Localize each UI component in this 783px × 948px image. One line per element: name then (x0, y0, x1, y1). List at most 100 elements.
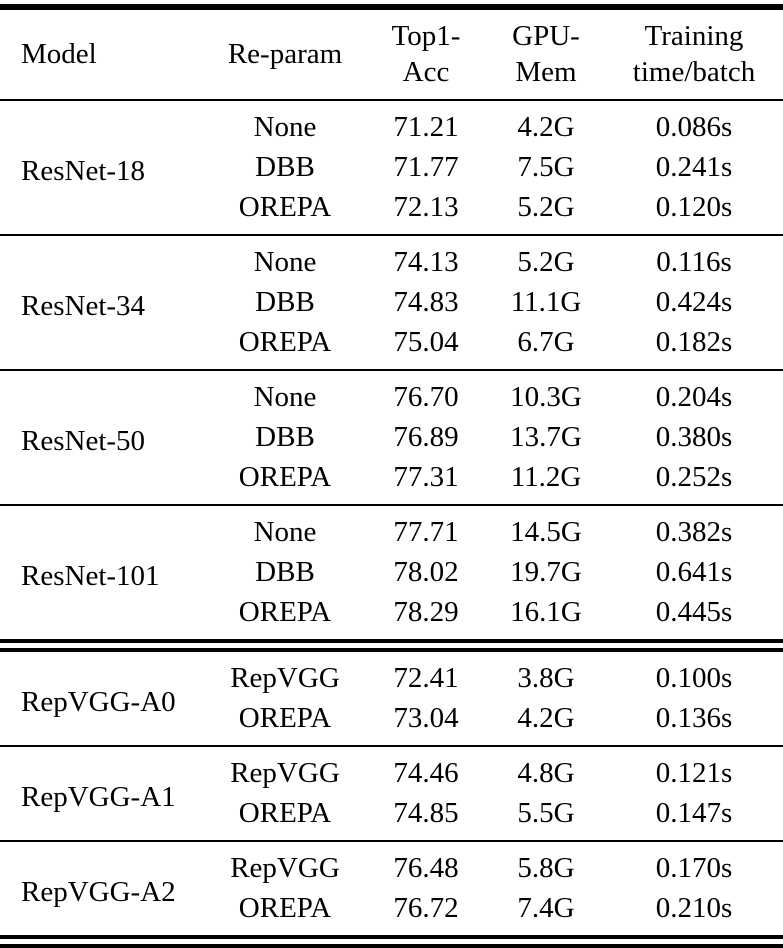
reparam-cell: DBB (255, 151, 315, 183)
gpumem-cell: 5.5G (517, 797, 575, 829)
top1-cell: 76.89 (393, 421, 459, 453)
group-resnet34: ResNet-34 None 74.13 5.2G 0.116s DBB 74.… (0, 235, 783, 370)
table-row: ResNet-101 None 77.71 14.5G 0.382s (0, 505, 783, 592)
reparam-cell: OREPA (238, 892, 332, 924)
model-name-cell: RepVGG-A2 (21, 875, 176, 908)
model-name-cell: ResNet-101 (21, 559, 160, 592)
table-row: OREPA 75.04 6.7G 0.182s (0, 322, 783, 370)
top1-cell: 74.13 (393, 246, 459, 278)
time-cell: 0.086s (655, 111, 733, 143)
table-header: Model Re-param Top1- Acc GPU- Mem Traini… (0, 10, 783, 100)
top1-cell: 71.77 (393, 151, 459, 183)
reparam-cell: DBB (255, 421, 315, 453)
top1-cell: 73.04 (393, 702, 459, 734)
group-repvgg-a0: RepVGG-A0 RepVGG 72.41 3.8G 0.100s OREPA… (0, 645, 783, 747)
table-row: RepVGG-A1 RepVGG 74.46 4.8G 0.121s (0, 746, 783, 813)
reparam-cell: RepVGG (230, 757, 340, 789)
group-resnet50: ResNet-50 None 76.70 10.3G 0.204s DBB 76… (0, 370, 783, 505)
time-cell: 0.445s (655, 596, 733, 628)
gpumem-cell: 4.2G (517, 111, 575, 143)
time-cell: 0.382s (655, 516, 733, 548)
gpumem-cell: 5.2G (517, 246, 575, 278)
gpumem-cell: 4.2G (517, 702, 575, 734)
reparam-cell: OREPA (238, 596, 332, 628)
gpumem-cell: 16.1G (510, 596, 582, 628)
top1-cell: 76.72 (393, 892, 459, 924)
top1-cell: 74.83 (393, 286, 459, 318)
reparam-cell: None (253, 111, 317, 143)
top1-cell: 78.02 (393, 556, 459, 588)
gpumem-cell: 7.5G (517, 151, 575, 183)
top1-cell: 74.46 (393, 757, 459, 789)
top1-cell: 72.13 (393, 191, 459, 223)
top1-cell: 71.21 (393, 111, 459, 143)
reparam-cell: None (253, 516, 317, 548)
gpumem-cell: 14.5G (510, 516, 582, 548)
top1-cell: 72.41 (393, 662, 459, 694)
time-cell: 0.120s (655, 191, 733, 223)
gpumem-cell: 11.1G (510, 286, 582, 318)
time-cell: 0.241s (655, 151, 733, 183)
time-cell: 0.170s (655, 852, 733, 884)
table-row: OREPA 72.13 5.2G 0.120s (0, 187, 783, 235)
time-cell: 0.182s (655, 326, 733, 358)
top1-cell: 76.70 (393, 381, 459, 413)
col-header-time: Training time/batch (632, 20, 756, 88)
results-table: Model Re-param Top1- Acc GPU- Mem Traini… (0, 10, 783, 935)
gpumem-cell: 7.4G (517, 892, 575, 924)
reparam-cell: OREPA (238, 797, 332, 829)
reparam-cell: DBB (255, 556, 315, 588)
model-name-cell: ResNet-50 (21, 424, 146, 457)
reparam-cell: None (253, 381, 317, 413)
model-name-cell: RepVGG-A1 (21, 780, 176, 813)
header-row: Model Re-param Top1- Acc GPU- Mem Traini… (0, 10, 783, 100)
top1-cell: 75.04 (393, 326, 459, 358)
reparam-cell: None (253, 246, 317, 278)
gpumem-cell: 6.7G (517, 326, 575, 358)
time-cell: 0.136s (655, 702, 733, 734)
gpumem-cell: 3.8G (517, 662, 575, 694)
gpumem-cell: 13.7G (510, 421, 582, 453)
table-row: DBB 76.89 13.7G 0.380s (0, 417, 783, 457)
time-cell: 0.380s (655, 421, 733, 453)
group-repvgg-a2: RepVGG-A2 RepVGG 76.48 5.8G 0.170s OREPA… (0, 841, 783, 935)
reparam-cell: DBB (255, 286, 315, 318)
reparam-cell: OREPA (238, 191, 332, 223)
col-header-reparam: Re-param (227, 38, 343, 70)
top1-cell: 77.31 (393, 461, 459, 493)
model-name-cell: ResNet-34 (21, 289, 146, 322)
time-cell: 0.204s (655, 381, 733, 413)
model-name-cell: ResNet-18 (21, 154, 146, 187)
gpumem-cell: 5.8G (517, 852, 575, 884)
top1-cell: 77.71 (393, 516, 459, 548)
gpumem-cell: 19.7G (510, 556, 582, 588)
time-cell: 0.100s (655, 662, 733, 694)
model-name-cell: RepVGG-A0 (21, 685, 176, 718)
gpumem-cell: 10.3G (510, 381, 582, 413)
gpumem-cell: 11.2G (510, 461, 582, 493)
col-header-top1: Top1- Acc (391, 20, 461, 88)
group-repvgg-a1: RepVGG-A1 RepVGG 74.46 4.8G 0.121s OREPA… (0, 746, 783, 841)
time-cell: 0.424s (655, 286, 733, 318)
table-row: OREPA 73.04 4.2G 0.136s (0, 698, 783, 746)
table-row: ResNet-50 None 76.70 10.3G 0.204s (0, 370, 783, 457)
paper-page: Model Re-param Top1- Acc GPU- Mem Traini… (0, 4, 783, 948)
table-row: DBB 78.02 19.7G 0.641s (0, 552, 783, 592)
time-cell: 0.641s (655, 556, 733, 588)
table-row: OREPA 74.85 5.5G 0.147s (0, 793, 783, 841)
reparam-cell: OREPA (238, 461, 332, 493)
col-header-model: Model (21, 38, 97, 70)
time-cell: 0.121s (655, 757, 733, 789)
table-row: RepVGG-A0 RepVGG 72.41 3.8G 0.100s (0, 646, 783, 718)
time-cell: 0.116s (656, 246, 732, 278)
time-cell: 0.210s (655, 892, 733, 924)
group-resnet18: ResNet-18 None 71.21 4.2G 0.086s DBB 71.… (0, 100, 783, 235)
table-row: ResNet-34 None 74.13 5.2G 0.116s (0, 235, 783, 322)
gpumem-cell: 4.8G (517, 757, 575, 789)
table-row: OREPA 77.31 11.2G 0.252s (0, 457, 783, 505)
col-header-gpumem: GPU- Mem (512, 20, 580, 88)
time-cell: 0.252s (655, 461, 733, 493)
gpumem-cell: 5.2G (517, 191, 575, 223)
reparam-cell: OREPA (238, 702, 332, 734)
table-row: OREPA 76.72 7.4G 0.210s (0, 888, 783, 935)
